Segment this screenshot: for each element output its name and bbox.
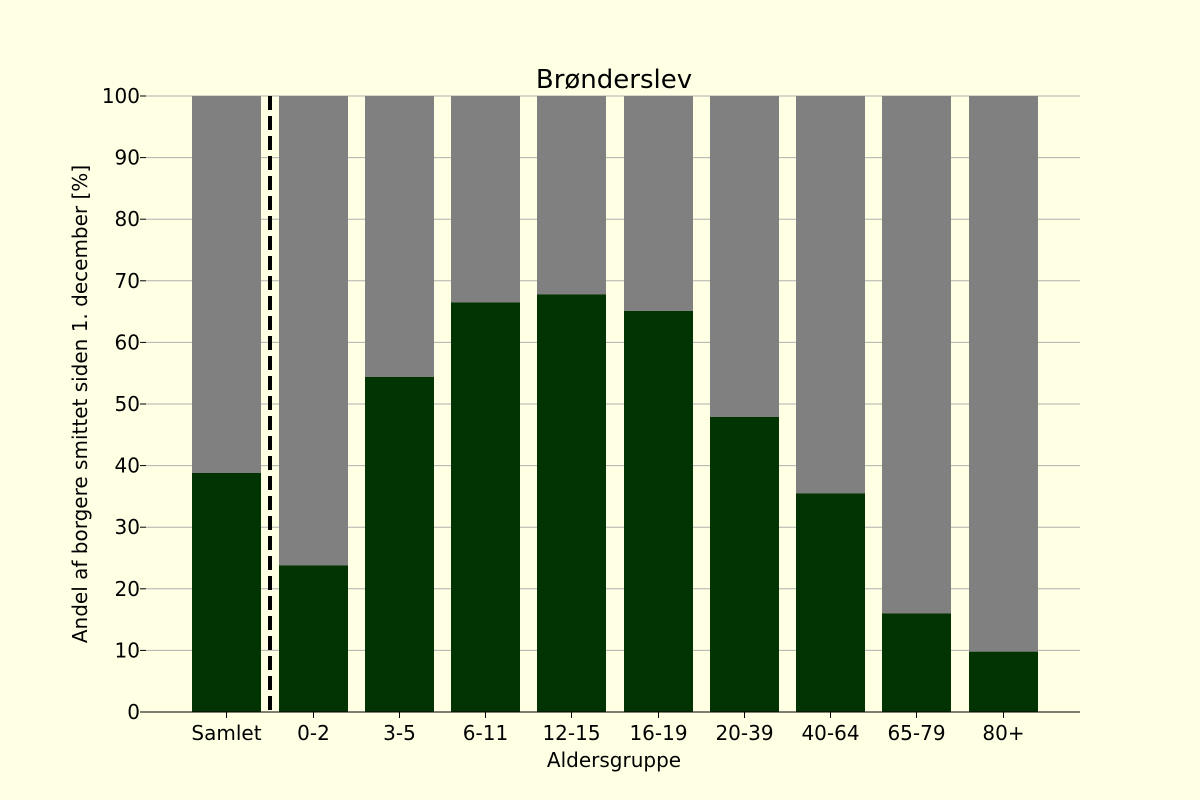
bar-remaining-40-64	[796, 96, 865, 494]
bar-remaining-3-5	[365, 96, 434, 377]
x-tick-label: 65-79	[887, 721, 945, 745]
y-tick-label: 10	[115, 638, 140, 662]
bar-infected-40-64	[796, 493, 865, 712]
bar-infected-Samlet	[192, 472, 261, 712]
bar-infected-65-79	[882, 613, 951, 712]
bar-remaining-20-39	[710, 96, 779, 417]
y-axis-label: Andel af borgere smittet siden 1. decemb…	[68, 165, 92, 643]
chart-title: Brønderslev	[536, 65, 692, 95]
bar-infected-16-19	[624, 310, 693, 712]
bar-remaining-65-79	[882, 96, 951, 614]
x-tick-label: 0-2	[297, 721, 330, 745]
x-tick-label: 80+	[982, 721, 1024, 745]
bar-remaining-6-11	[451, 96, 520, 303]
y-tick-label: 100	[102, 84, 140, 108]
bar-remaining-12-15	[537, 96, 606, 295]
x-tick-label: 40-64	[801, 721, 859, 745]
bar-infected-3-5	[365, 376, 434, 712]
x-tick-label: 12-15	[542, 721, 600, 745]
y-tick-label: 40	[115, 454, 140, 478]
bar-infected-12-15	[537, 294, 606, 712]
bar-infected-80+	[969, 651, 1038, 712]
bar-infected-0-2	[279, 565, 348, 712]
y-tick-label: 70	[115, 269, 140, 293]
bar-remaining-16-19	[624, 96, 693, 311]
bars	[192, 96, 1038, 712]
y-tick-label: 20	[115, 577, 140, 601]
x-tick-label: Samlet	[191, 721, 261, 745]
bar-remaining-80+	[969, 96, 1038, 652]
y-axis-ticks: 0 10 20 30 40 50 60 70 80 90 100	[102, 84, 146, 724]
y-tick-label: 0	[127, 700, 140, 724]
x-tick-label: 6-11	[463, 721, 508, 745]
y-tick-label: 60	[115, 330, 140, 354]
bar-infected-6-11	[451, 302, 520, 712]
y-tick-label: 50	[115, 392, 140, 416]
bar-infected-20-39	[710, 416, 779, 712]
x-tick-label: 16-19	[629, 721, 687, 745]
x-axis-ticks: Samlet 0-2 3-5 6-11 12-15 16-19 20-39 40-64 65-7…	[191, 712, 1025, 745]
bar-remaining-Samlet	[192, 96, 261, 473]
y-tick-label: 80	[115, 207, 140, 231]
x-tick-label: 20-39	[715, 721, 773, 745]
x-tick-label: 3-5	[383, 721, 416, 745]
y-tick-label: 30	[115, 515, 140, 539]
y-tick-label: 90	[115, 146, 140, 170]
bar-remaining-0-2	[279, 96, 348, 566]
x-axis-label: Aldersgruppe	[547, 748, 681, 772]
